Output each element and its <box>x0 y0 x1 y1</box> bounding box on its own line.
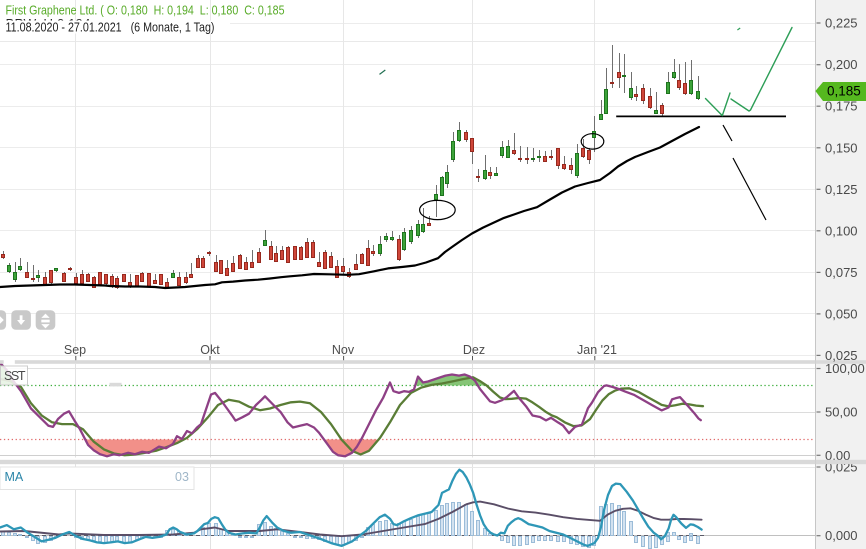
svg-text:0,00: 0,00 <box>825 448 850 463</box>
svg-text:Dez: Dez <box>463 343 485 357</box>
svg-text:0,185: 0,185 <box>827 84 861 99</box>
svg-text:Jan '21: Jan '21 <box>577 343 617 357</box>
svg-text:03: 03 <box>175 470 189 484</box>
svg-text:SST: SST <box>4 369 26 383</box>
svg-text:0,175: 0,175 <box>825 99 858 114</box>
svg-text:Nov: Nov <box>332 343 355 357</box>
svg-text:0,000: 0,000 <box>825 528 858 543</box>
svg-text:Sep: Sep <box>64 343 86 357</box>
svg-text:0,150: 0,150 <box>825 140 858 155</box>
svg-text:MA: MA <box>5 470 24 484</box>
svg-text:0,100: 0,100 <box>825 223 858 238</box>
svg-text:First Graphene Ltd. ( O: 0,180: First Graphene Ltd. ( O: 0,180 H: 0,194 … <box>6 3 285 18</box>
svg-text:100,00: 100,00 <box>825 361 865 376</box>
svg-text:0,200: 0,200 <box>825 57 858 72</box>
svg-text:0,225: 0,225 <box>825 16 858 31</box>
svg-text:0,075: 0,075 <box>825 265 858 280</box>
svg-text:Okt: Okt <box>200 343 220 357</box>
svg-text:0,125: 0,125 <box>825 182 858 197</box>
svg-text:11.08.2020 - 27.01.2021 (6 M: 11.08.2020 - 27.01.2021 (6 Monate, 1 Tag… <box>6 20 215 35</box>
svg-text:0,050: 0,050 <box>825 306 858 321</box>
svg-text:50,00: 50,00 <box>825 405 858 420</box>
svg-text:0,025: 0,025 <box>825 348 858 363</box>
